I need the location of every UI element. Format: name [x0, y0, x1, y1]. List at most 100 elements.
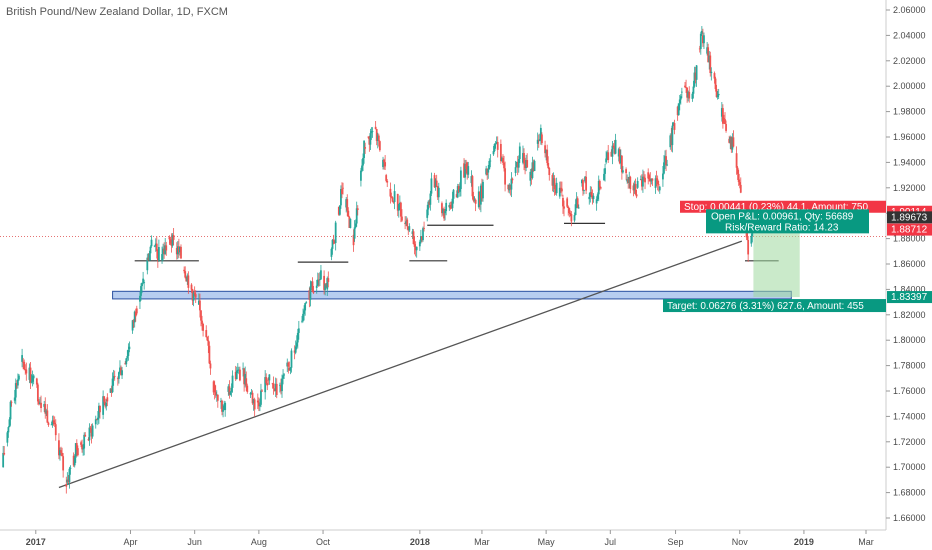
candle-body — [125, 358, 128, 365]
candle-body — [684, 85, 686, 88]
candle-body — [250, 392, 253, 394]
candle-body — [730, 137, 733, 150]
candle-body — [495, 141, 498, 144]
candle-body — [502, 158, 504, 163]
candle-body — [120, 367, 122, 376]
candle-body — [636, 180, 639, 188]
position-tool[interactable]: Stop: 0.00441 (0.23%) 44.1, Amount: 750O… — [663, 200, 886, 313]
candle-body — [326, 278, 329, 290]
candle-body — [156, 251, 159, 261]
candle-body — [183, 269, 186, 272]
candle-body — [150, 239, 153, 247]
candles-layer — [2, 26, 755, 494]
candle-body — [437, 187, 440, 198]
candle-body — [29, 367, 32, 383]
candle-body — [268, 374, 271, 381]
candle-body — [235, 370, 238, 380]
candle-body — [640, 179, 643, 187]
candle-body — [639, 179, 642, 180]
candle-body — [413, 244, 416, 247]
candle-body — [352, 234, 355, 246]
candle-body — [489, 160, 492, 162]
candle-body — [575, 198, 578, 205]
candle-body — [619, 155, 622, 164]
candle-body — [356, 208, 359, 210]
candle-body — [647, 172, 650, 179]
candle-body — [478, 191, 481, 205]
candle-body — [546, 149, 549, 164]
candle-body — [548, 168, 551, 176]
candle-body — [177, 246, 180, 253]
candle-body — [482, 181, 484, 199]
candle-body — [570, 214, 573, 222]
candle-body — [731, 137, 734, 150]
candle-body — [253, 399, 256, 410]
candle-body — [207, 340, 210, 346]
candle-body — [508, 184, 511, 191]
candle-body — [650, 178, 653, 182]
candle-body — [558, 187, 561, 197]
candle-body — [739, 184, 742, 193]
candle-body — [375, 129, 378, 141]
candle-body — [465, 164, 468, 170]
candle-body — [618, 149, 621, 164]
candle-body — [706, 47, 709, 54]
candle-body — [87, 439, 90, 441]
candle-body — [155, 243, 158, 252]
candle-body — [529, 171, 532, 181]
candle-body — [368, 137, 371, 145]
target-label: Target: 0.06276 (3.31%) 627.6, Amount: 4… — [667, 301, 864, 312]
candle-body — [724, 119, 726, 125]
candle-body — [398, 202, 401, 205]
open-pl-box — [706, 209, 869, 234]
candle-body — [121, 370, 123, 376]
candle-body — [531, 162, 534, 178]
candle-body — [245, 378, 248, 386]
candle-body — [134, 311, 137, 317]
candle-body — [442, 208, 444, 214]
candle-body — [657, 184, 660, 186]
candle-body — [670, 135, 673, 146]
candle-body — [32, 375, 35, 379]
candle-body — [140, 286, 142, 296]
candle-body — [222, 409, 224, 412]
time-tick-label: Sep — [668, 537, 684, 547]
candle-body — [692, 86, 695, 94]
candle-body — [111, 378, 114, 393]
candle-body — [84, 434, 87, 437]
candle-body — [223, 405, 226, 410]
candle-body — [135, 308, 138, 314]
candle-body — [311, 281, 314, 292]
candle-body — [221, 400, 223, 412]
candle-body — [532, 162, 535, 171]
candle-body — [552, 178, 555, 186]
candle-body — [617, 149, 620, 157]
candle-body — [305, 302, 308, 304]
candle-body — [722, 108, 724, 124]
candle-body — [464, 164, 466, 178]
candle-body — [467, 166, 470, 175]
candle-body — [66, 479, 69, 483]
candle-body — [613, 147, 616, 154]
candle-body — [363, 140, 365, 158]
candle-body — [8, 419, 11, 428]
candle-body — [65, 484, 68, 487]
candle-body — [481, 185, 483, 199]
candle-body — [610, 151, 613, 157]
candle-body — [362, 157, 364, 166]
candle-body — [331, 239, 334, 249]
candle-body — [580, 180, 583, 184]
candle-body — [561, 188, 563, 192]
candle-body — [172, 235, 175, 240]
candle-body — [737, 173, 740, 183]
candle-body — [58, 440, 60, 456]
candle-body — [367, 136, 370, 138]
candle-body — [391, 197, 394, 202]
candle-body — [471, 176, 474, 197]
candle-body — [504, 168, 506, 185]
candle-body — [53, 422, 56, 425]
candle-body — [434, 180, 437, 188]
candle-body — [485, 168, 488, 175]
candle-body — [105, 402, 108, 407]
